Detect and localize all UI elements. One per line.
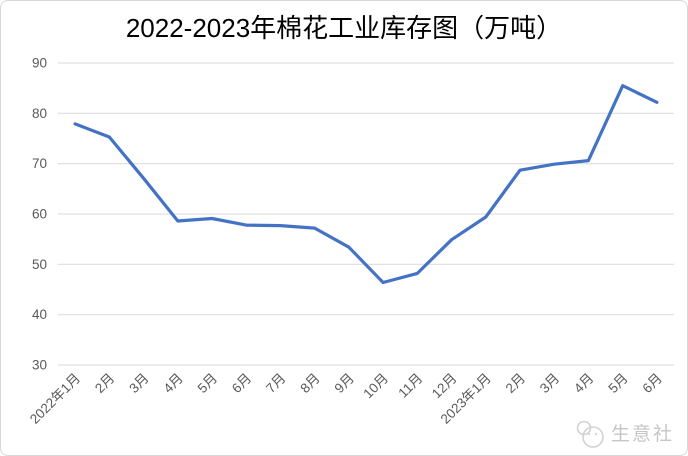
watermark: 生意社	[574, 419, 674, 449]
y-tick-label: 90	[32, 56, 47, 71]
y-tick-label: 40	[32, 307, 47, 322]
x-tick-label: 6月	[229, 371, 254, 396]
y-tick-label: 50	[32, 257, 47, 272]
x-tick-label: 8月	[297, 371, 322, 396]
x-tick-label: 3月	[126, 371, 151, 396]
watermark-text: 生意社	[610, 423, 674, 445]
x-tick-label: 7月	[263, 371, 288, 396]
x-tick-label: 12月	[429, 371, 460, 402]
x-tick-label: 6月	[640, 371, 665, 396]
x-tick-label: 2月	[92, 371, 117, 396]
x-tick-label: 2月	[503, 371, 528, 396]
y-tick-label: 80	[32, 106, 47, 121]
x-tick-label: 5月	[195, 371, 220, 396]
x-tick-label: 5月	[605, 371, 630, 396]
x-tick-label: 4月	[160, 371, 185, 396]
x-tick-label: 10月	[360, 371, 391, 402]
chart-title: 2022-2023年棉花工业库存图（万吨）	[125, 13, 563, 43]
y-tick-label: 70	[32, 156, 47, 171]
data-line-series	[73, 84, 659, 285]
y-tick-label: 60	[32, 207, 47, 222]
x-tick-label: 4月	[571, 371, 596, 396]
y-tick-label: 30	[32, 358, 47, 373]
x-tick-label: 11月	[395, 371, 425, 401]
x-tick-label: 3月	[537, 371, 562, 396]
x-tick-label: 9月	[332, 371, 357, 396]
x-tick-label: 2022年1月	[27, 371, 83, 427]
brand-logo-icon	[576, 420, 604, 448]
